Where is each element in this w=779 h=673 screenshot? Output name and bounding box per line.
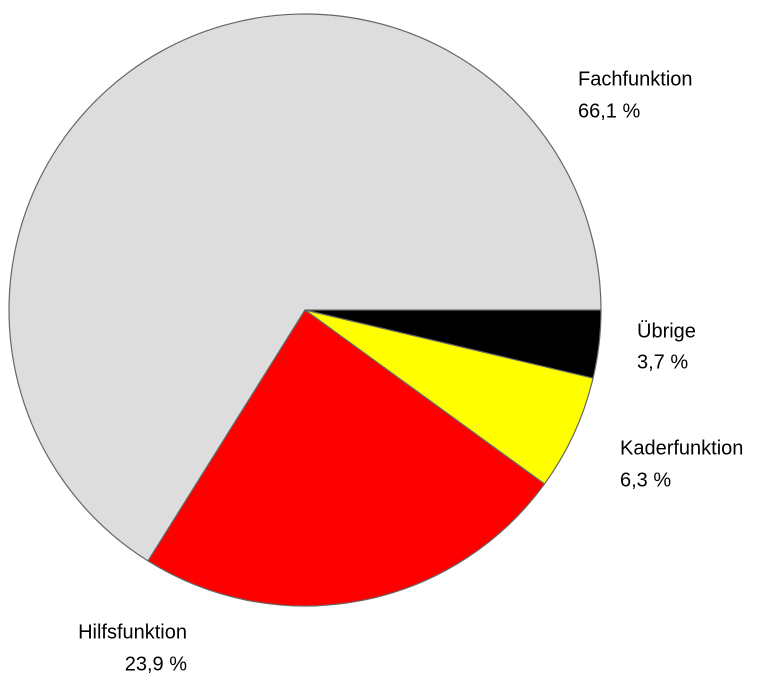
slice-label: Kaderfunktion xyxy=(620,437,743,459)
pie-slice xyxy=(147,309,546,607)
pie-slice xyxy=(8,13,602,562)
slice-label: Hilfsfunktion xyxy=(78,621,187,643)
slice-value: 66,1 % xyxy=(578,100,640,122)
slice-label: Fachfunktion xyxy=(578,68,693,90)
slice-label: Übrige xyxy=(637,320,696,342)
slice-value: 23,9 % xyxy=(125,653,187,673)
slice-value: 6,3 % xyxy=(620,469,671,491)
slice-value: 3,7 % xyxy=(637,351,688,373)
pie-slice xyxy=(304,309,594,485)
